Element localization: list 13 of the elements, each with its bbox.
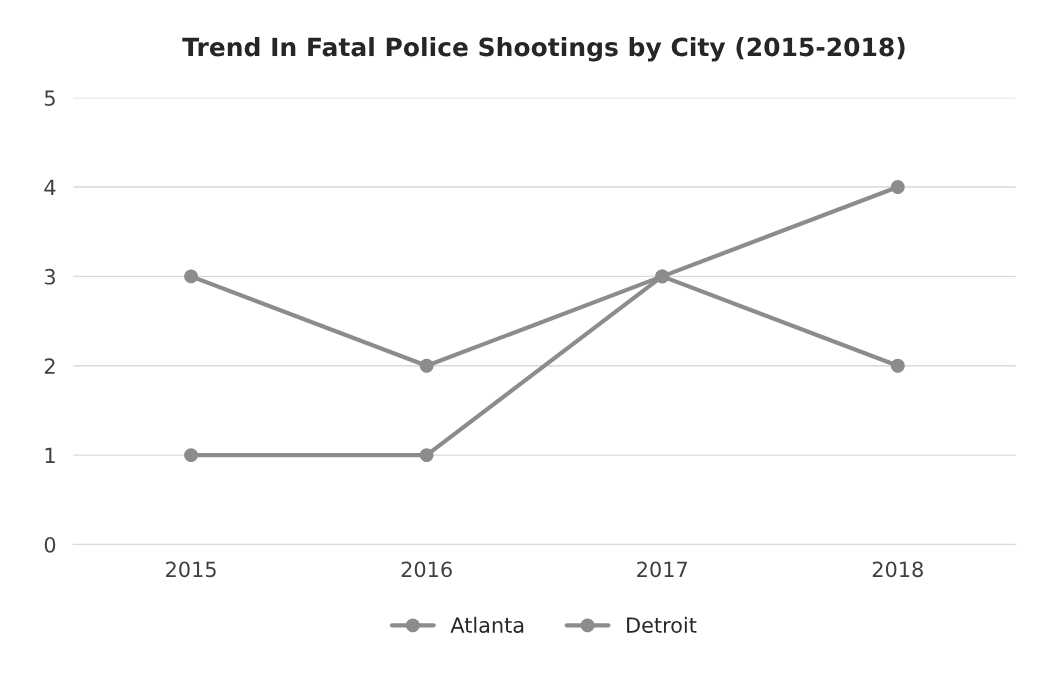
legend-label: Detroit (627, 616, 697, 633)
y-tick-label: 0 (44, 536, 56, 553)
y-tick-label: 1 (45, 447, 55, 464)
chart-title: Trend In Fatal Police Shootings by City (2015-2018) (182, 37, 905, 62)
y-tick-label: 2 (44, 358, 55, 374)
y-tick-label: 5 (44, 90, 55, 106)
y-tick-label: 3 (44, 268, 55, 285)
x-tick-label: 2015 (166, 561, 216, 578)
legend-label: Atlanta (450, 616, 524, 633)
x-tick-label: 2018 (872, 561, 923, 578)
x-tick-label: 2017 (637, 561, 687, 578)
x-tick-label: 2016 (401, 561, 452, 578)
y-tick-label: 4 (44, 179, 56, 195)
